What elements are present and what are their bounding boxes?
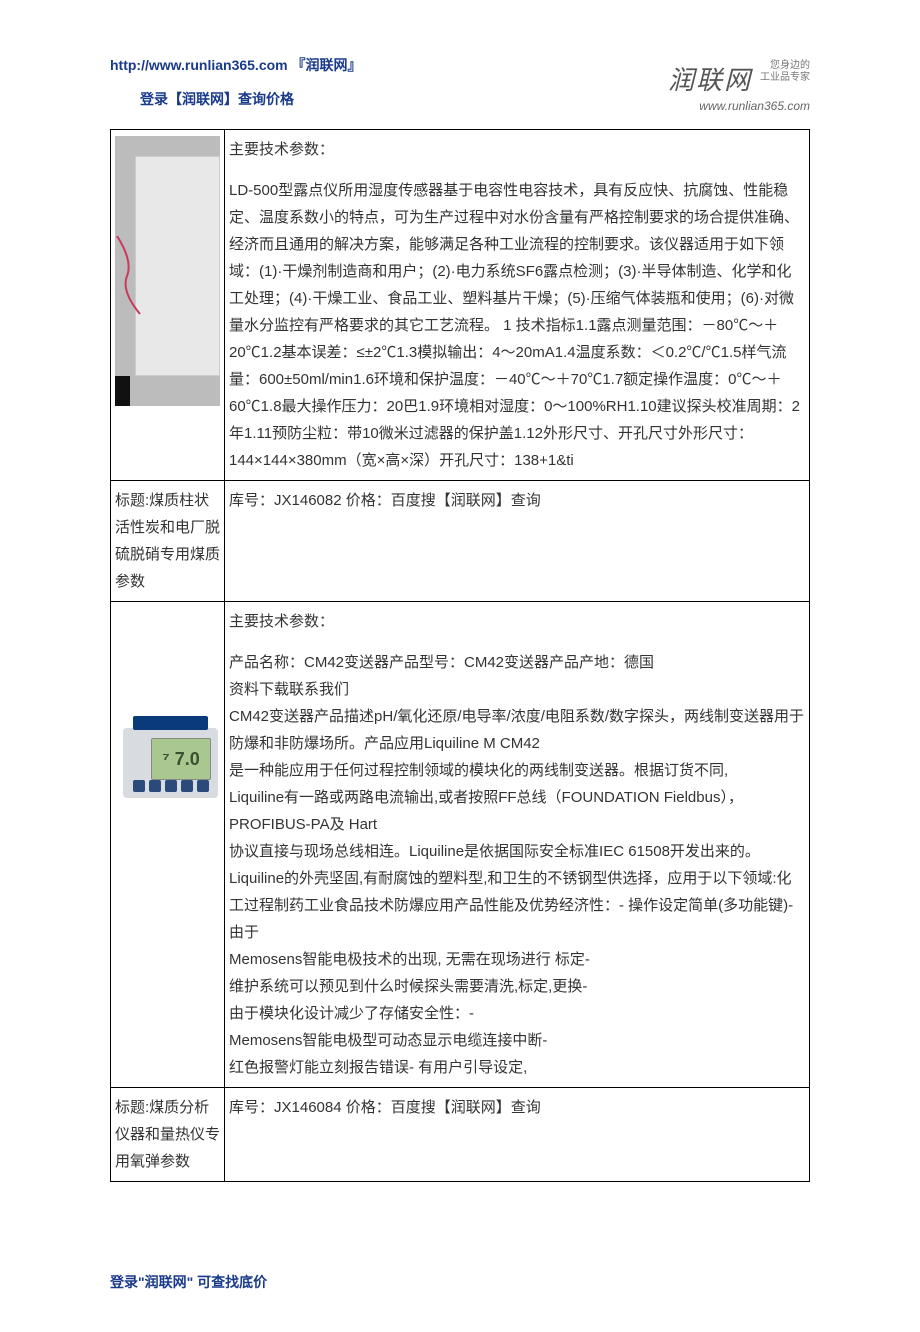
logo-sub: 您身边的 工业品专家: [760, 60, 810, 84]
product-sku-1: 库号：JX146082 价格：百度搜【润联网】查询: [225, 481, 810, 602]
logo-url: www.runlian365.com: [668, 99, 810, 113]
title-row-2: 标题:煤质分析仪器和量热仪专用氧弹参数 库号：JX146084 价格：百度搜【润…: [111, 1088, 810, 1182]
device-keys-icon: [133, 780, 209, 792]
page-footer: 登录"润联网" 可查找底价: [110, 1272, 810, 1292]
product-thumb-1: [111, 130, 225, 481]
logo-main: 润联网: [668, 66, 752, 95]
param-body: LD-500型露点仪所用湿度传感器基于电容性电容技术，具有反应快、抗腐蚀、性能稳…: [229, 177, 805, 474]
product-table: 主要技术参数： LD-500型露点仪所用湿度传感器基于电容性电容技术，具有反应快…: [110, 129, 810, 1182]
product-title-2: 标题:煤质分析仪器和量热仪专用氧弹参数: [111, 1088, 225, 1182]
product-sku-2: 库号：JX146084 价格：百度搜【润联网】查询: [225, 1088, 810, 1182]
product-row-1: 主要技术参数： LD-500型露点仪所用湿度传感器基于电容性电容技术，具有反应快…: [111, 130, 810, 481]
product-title-1: 标题:煤质柱状活性炭和电厂脱硫脱硝专用煤质参数: [111, 481, 225, 602]
wire-icon: [115, 236, 150, 316]
product-row-2: ⁷ 7.0 主要技术参数： 产品名称：CM42变送器产品型号：CM42变送器产品…: [111, 602, 810, 1088]
product-desc-1: 主要技术参数： LD-500型露点仪所用湿度传感器基于电容性电容技术，具有反应快…: [225, 130, 810, 481]
logo-block: 润联网 您身边的 工业品专家 www.runlian365.com: [668, 60, 810, 113]
product-thumb-2: ⁷ 7.0: [111, 602, 225, 1088]
title-row-1: 标题:煤质柱状活性炭和电厂脱硫脱硝专用煤质参数 库号：JX146082 价格：百…: [111, 481, 810, 602]
param-label: 主要技术参数：: [229, 136, 805, 163]
page-header: http://www.runlian365.com 『润联网』 登录【润联网】查…: [110, 55, 810, 109]
param-label: 主要技术参数：: [229, 608, 805, 635]
device-screen: ⁷ 7.0: [151, 738, 211, 780]
product-desc-2: 主要技术参数： 产品名称：CM42变送器产品型号：CM42变送器产品产地：德国 …: [225, 602, 810, 1088]
param-body: 产品名称：CM42变送器产品型号：CM42变送器产品产地：德国 资料下载联系我们…: [229, 649, 805, 1081]
